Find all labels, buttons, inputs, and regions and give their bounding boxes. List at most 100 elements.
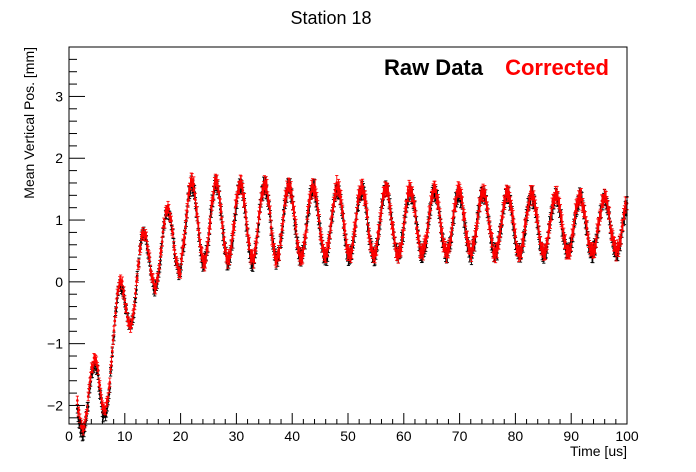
- data-point: [107, 386, 111, 390]
- data-point: [268, 211, 272, 215]
- data-point: [560, 220, 564, 224]
- data-point: [535, 213, 539, 217]
- data-point: [316, 206, 319, 210]
- data-point: [113, 319, 117, 323]
- data-point: [435, 194, 438, 198]
- data-point: [281, 222, 285, 226]
- data-point: [110, 360, 113, 364]
- data-point: [450, 232, 453, 236]
- data-point: [389, 211, 393, 214]
- data-point: [522, 237, 526, 241]
- data-point: [96, 368, 100, 372]
- data-point: [364, 200, 368, 203]
- data-point: [192, 182, 196, 186]
- data-point: [486, 213, 490, 217]
- data-point: [151, 276, 155, 280]
- data-point: [108, 381, 112, 384]
- data-point: [111, 338, 115, 342]
- data-point: [499, 229, 502, 233]
- data-point: [403, 213, 407, 217]
- data-point: [413, 206, 417, 210]
- data-point: [120, 280, 124, 283]
- data-point: [380, 206, 383, 210]
- data-point: [293, 211, 296, 214]
- data-point: [156, 275, 160, 279]
- data-point: [221, 226, 225, 229]
- data-point: [253, 254, 256, 258]
- data-point: [87, 387, 91, 391]
- data-point: [303, 237, 307, 241]
- data-point: [528, 198, 531, 201]
- data-point: [417, 239, 421, 243]
- data-point: [328, 230, 332, 234]
- data-point: [243, 199, 246, 202]
- data-point: [158, 263, 161, 267]
- data-point: [95, 359, 98, 363]
- data-point: [194, 198, 197, 202]
- data-point: [145, 235, 148, 238]
- data-point: [305, 224, 309, 227]
- data-point: [248, 242, 251, 245]
- data-point: [494, 254, 497, 257]
- data-point: [165, 210, 169, 214]
- data-point: [387, 199, 391, 202]
- data-point: [106, 395, 110, 399]
- data-point: [318, 219, 321, 223]
- data-point: [313, 185, 317, 189]
- data-point: [110, 349, 114, 353]
- data-point: [544, 251, 547, 254]
- data-point: [86, 395, 90, 398]
- data-point: [155, 282, 158, 286]
- data-point: [185, 209, 189, 213]
- data-point: [204, 254, 208, 257]
- series-corrected: [75, 172, 629, 436]
- data-point: [278, 252, 281, 256]
- data-point: [160, 249, 163, 252]
- data-point: [137, 262, 141, 265]
- data-point: [161, 230, 165, 234]
- data-point: [341, 209, 344, 213]
- data-point: [294, 225, 298, 228]
- data-point: [179, 272, 182, 276]
- data-point: [256, 228, 260, 231]
- data-point: [495, 249, 499, 252]
- data-point: [476, 215, 480, 219]
- data-point: [475, 228, 478, 231]
- data-point: [271, 238, 275, 241]
- data-point: [99, 391, 102, 394]
- data-point: [265, 185, 269, 188]
- data-point: [332, 198, 336, 202]
- data-point: [307, 205, 310, 208]
- data-point: [123, 298, 127, 302]
- data-point: [258, 204, 262, 208]
- data-point: [112, 329, 116, 332]
- data-point: [405, 204, 408, 208]
- data-point: [98, 383, 102, 387]
- data-point: [148, 255, 152, 259]
- data-point: [377, 229, 381, 232]
- data-point: [125, 306, 128, 310]
- data-point: [454, 202, 457, 206]
- data-point: [86, 408, 89, 411]
- data-point: [149, 268, 152, 271]
- data-point: [289, 186, 293, 190]
- data-point: [219, 210, 223, 213]
- data-point: [503, 202, 507, 205]
- data-point: [206, 243, 210, 246]
- data-point: [514, 234, 517, 238]
- data-point: [490, 238, 494, 242]
- data-point: [392, 227, 395, 231]
- data-point: [327, 241, 331, 244]
- data-point: [77, 408, 81, 412]
- data-point: [375, 246, 378, 250]
- data-point: [134, 291, 137, 295]
- data-point: [100, 397, 103, 401]
- data-point: [170, 219, 173, 222]
- data-point: [343, 229, 347, 233]
- data-point: [315, 197, 319, 201]
- data-point: [184, 225, 187, 228]
- data-point: [350, 250, 354, 254]
- data-point: [549, 220, 552, 223]
- data-point: [210, 202, 214, 206]
- data-point: [233, 221, 236, 225]
